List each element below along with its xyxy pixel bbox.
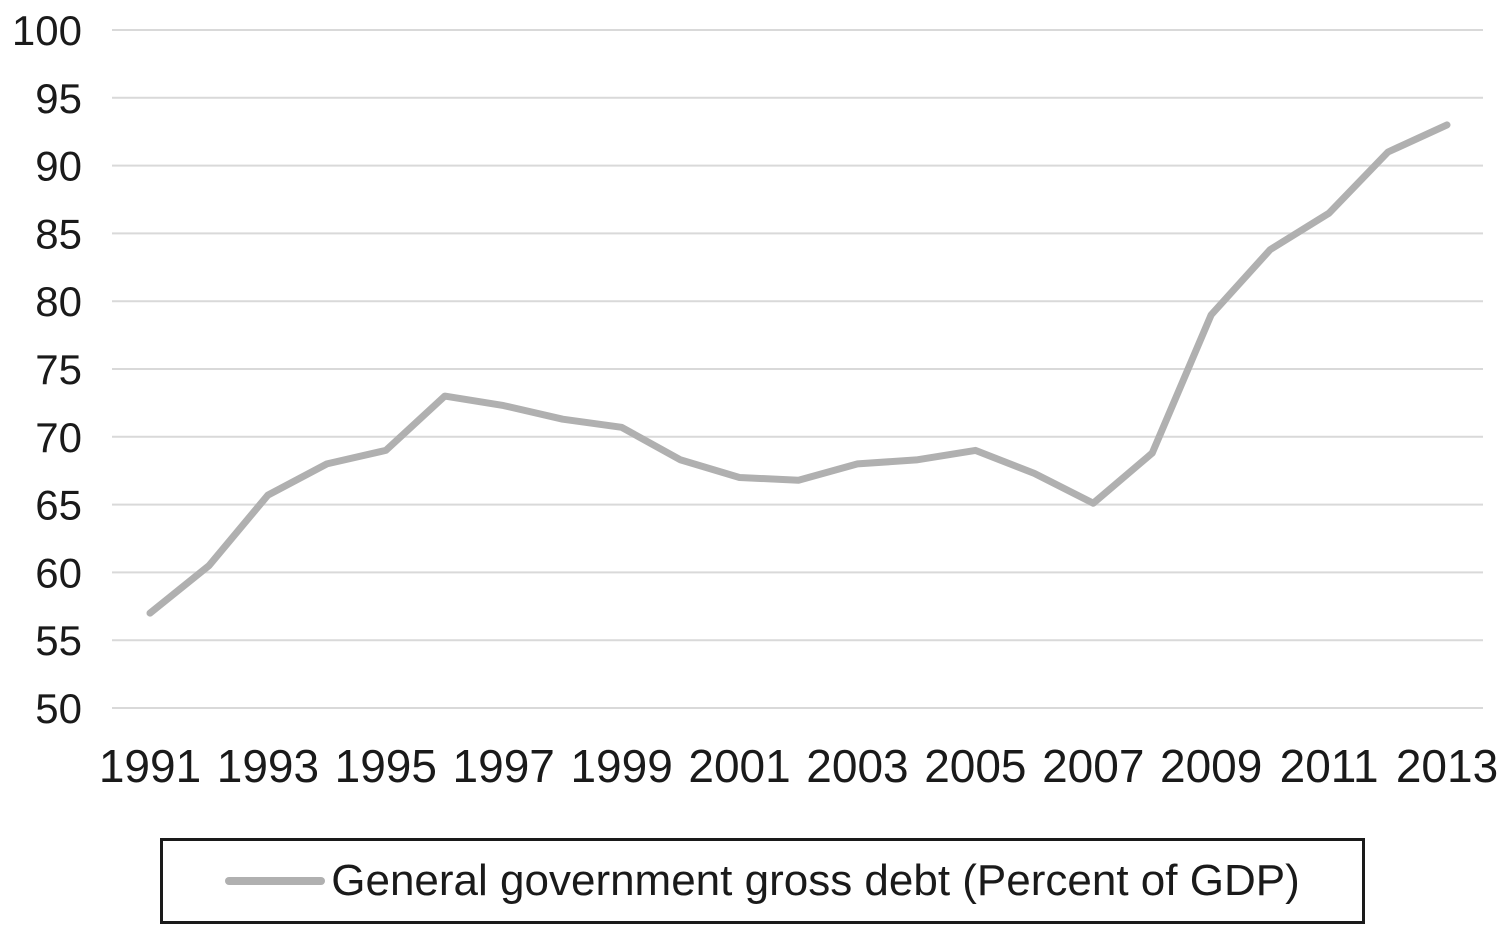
x-tick-label: 2007 [1042,740,1144,792]
y-tick-label: 60 [35,549,82,596]
x-tick-label: 2001 [688,740,790,792]
legend-line-sample-icon [225,877,326,885]
x-tick-label: 1997 [453,740,555,792]
x-tick-label: 1999 [570,740,672,792]
x-tick-label: 2013 [1396,740,1498,792]
y-tick-label: 65 [35,482,82,529]
y-tick-label: 100 [12,7,82,54]
legend-label: General government gross debt (Percent o… [331,856,1300,905]
x-tick-label: 2011 [1280,740,1379,792]
x-tick-label: 1991 [99,740,201,792]
line-chart-canvas: 50 55 60 65 70 75 80 85 90 95 100 1991 1993 1995 1997 1… [12,7,1498,792]
y-tick-label: 90 [35,143,82,190]
y-tick-label: 50 [35,685,82,732]
x-tick-label: 2003 [806,740,908,792]
data-series-line [146,121,1451,617]
y-tick-label: 85 [35,210,82,257]
x-tick-label: 1993 [217,740,319,792]
y-tick-label: 55 [35,617,82,664]
y-tick-label: 80 [35,278,82,325]
x-tick-label: 1995 [335,740,437,792]
legend: General government gross debt (Percent o… [160,838,1365,924]
y-tick-label: 75 [35,346,82,393]
y-tick-label: 95 [35,75,82,122]
x-tick-label: 2009 [1160,740,1262,792]
y-tick-label: 70 [35,414,82,461]
x-tick-label: 2005 [924,740,1026,792]
line-chart: 50 55 60 65 70 75 80 85 90 95 100 1991 1993 1995 1997 1… [12,7,1498,792]
